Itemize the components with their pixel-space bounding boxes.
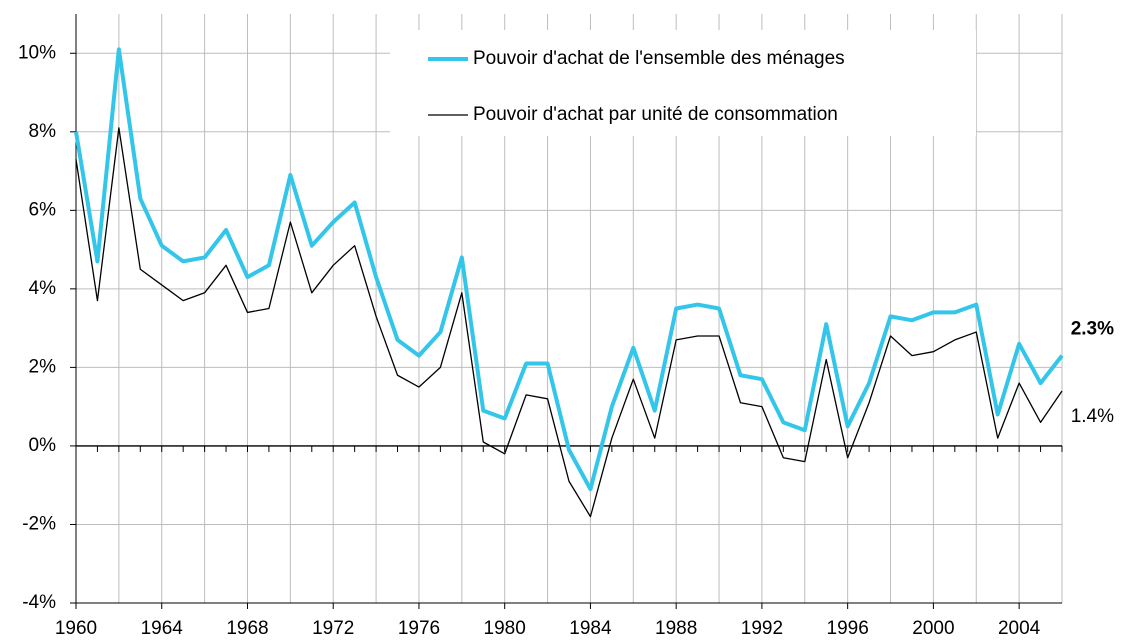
y-tick-label: 2% (29, 356, 57, 377)
y-tick-label: 4% (29, 278, 57, 299)
x-tick-label: 2004 (998, 618, 1041, 639)
y-tick-label: -2% (22, 513, 56, 534)
legend-box (390, 30, 976, 136)
x-tick-label: 1960 (55, 618, 97, 639)
x-tick-label: 1992 (741, 618, 783, 639)
x-tick-label: 1976 (398, 618, 440, 639)
value-label: 1.4% (1071, 406, 1114, 427)
y-tick-label: 8% (29, 121, 57, 142)
y-tick-label: 10% (18, 42, 56, 63)
y-tick-label: -4% (22, 592, 56, 613)
line-series (75, 127, 1063, 518)
x-tick-label: 1980 (484, 618, 526, 639)
x-tick-label: 1984 (569, 618, 612, 639)
x-tick-label: 1996 (827, 618, 869, 639)
x-tick-label: 1968 (226, 618, 268, 639)
y-tick-label: 0% (29, 435, 57, 456)
x-tick-label: 1972 (312, 618, 354, 639)
x-tick-label: 1988 (655, 618, 697, 639)
y-tick-label: 6% (29, 199, 57, 220)
line-series (74, 47, 1064, 492)
legend-label: Pouvoir d'achat de l'ensemble des ménage… (473, 48, 845, 69)
legend-label: Pouvoir d'achat par unité de consommatio… (473, 104, 838, 125)
x-tick-label: 2000 (912, 618, 954, 639)
value-label: 2.3% (1071, 319, 1114, 340)
x-tick-label: 1964 (141, 618, 184, 639)
